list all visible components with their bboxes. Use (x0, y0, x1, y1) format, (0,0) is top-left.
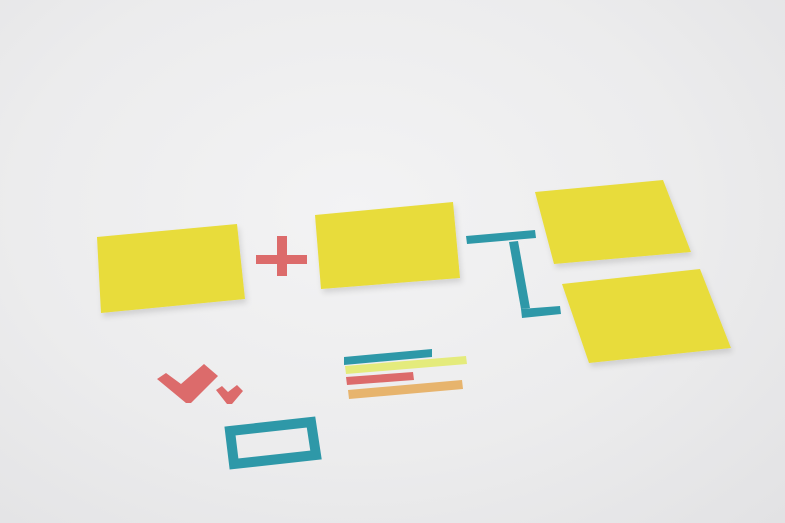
checkmark-icon (157, 364, 218, 403)
sticky-note-2 (315, 202, 460, 289)
text-lines-icon (344, 349, 467, 399)
sticky-note-3 (535, 180, 691, 264)
checkmark-small-icon (216, 385, 243, 404)
checkbox-outline-icon (224, 416, 322, 470)
bracket-connector-icon (466, 230, 561, 318)
sticky-note-4 (562, 269, 731, 363)
sticky-note-1 (97, 224, 245, 313)
plus-icon (256, 236, 307, 276)
